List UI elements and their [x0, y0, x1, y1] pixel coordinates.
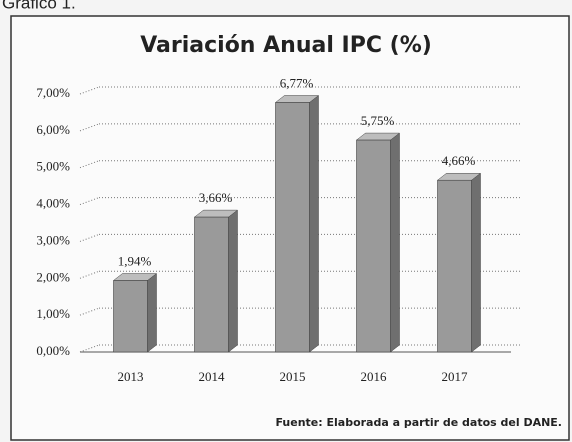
data-label: 1,94% [118, 253, 152, 268]
bar-side [147, 272, 157, 353]
bar [437, 179, 472, 353]
y-tick-label: 2,00% [36, 269, 70, 284]
grid-line [79, 86, 100, 95]
grid-line [79, 123, 100, 132]
bar [194, 216, 229, 353]
bar-side [471, 172, 481, 353]
bar [275, 102, 310, 353]
grid-line [79, 307, 100, 316]
x-tick-label: 2016 [361, 369, 388, 384]
data-label: 5,75% [361, 113, 395, 128]
chart-title: Variación Anual IPC (%) [140, 33, 432, 58]
data-label: 4,66% [442, 153, 476, 168]
source-note: Fuente: Elaborada a partir de datos del … [275, 416, 562, 429]
x-tick-label: 2013 [118, 369, 144, 384]
data-label: 6,77% [280, 75, 314, 90]
y-tick-label: 7,00% [36, 85, 70, 100]
grid-line [79, 270, 100, 279]
bar [356, 139, 391, 353]
y-tick-label: 5,00% [36, 159, 70, 174]
grid-line [79, 344, 100, 353]
x-tick-label: 2015 [280, 369, 306, 384]
bar-side [309, 94, 319, 353]
grid-line [79, 197, 100, 206]
bar-side [390, 132, 400, 353]
caption: Gráfico 1. [2, 0, 76, 12]
y-tick-label: 4,00% [36, 196, 70, 211]
y-tick-label: 6,00% [36, 122, 70, 137]
x-tick-label: 2017 [442, 369, 469, 384]
y-tick-label: 3,00% [36, 232, 70, 247]
bar-side [228, 209, 238, 353]
data-label: 3,66% [199, 190, 233, 205]
grid-line [79, 160, 100, 169]
y-tick-label: 1,00% [36, 306, 70, 321]
x-tick-label: 2014 [199, 369, 226, 384]
y-tick-label: 0,00% [36, 343, 70, 358]
bar [113, 280, 148, 353]
grid-line [79, 233, 100, 242]
